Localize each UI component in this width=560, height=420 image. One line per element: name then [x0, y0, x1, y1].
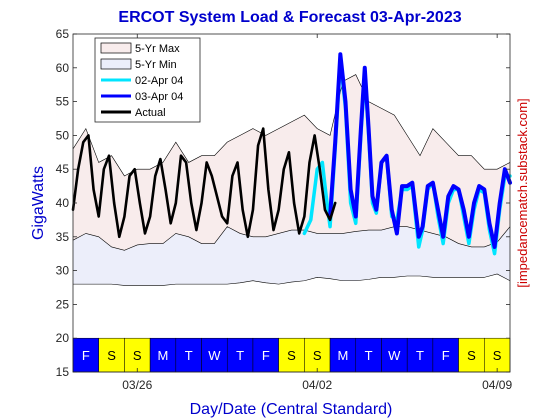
- x-tick-label: 03/26: [122, 378, 152, 392]
- day-cell: [72, 337, 99, 373]
- legend-label: Actual: [135, 107, 166, 119]
- day-label: T: [236, 348, 244, 363]
- day-label: S: [313, 348, 322, 363]
- legend-swatch: [100, 42, 132, 54]
- day-label: M: [158, 348, 169, 363]
- day-label: S: [467, 348, 476, 363]
- legend-label: 5-Yr Max: [135, 43, 180, 55]
- day-cell: [252, 337, 279, 373]
- y-tick-label: 65: [56, 27, 70, 41]
- series-line-03-apr: [328, 52, 512, 249]
- day-cell: [406, 337, 434, 373]
- y-tick-label: 35: [56, 230, 70, 244]
- day-label: W: [388, 348, 401, 363]
- day-label: F: [262, 348, 270, 363]
- day-cell: [201, 337, 228, 373]
- y-tick-label: 55: [56, 95, 70, 109]
- y-tick-label: 20: [56, 331, 70, 345]
- y-tick-label: 45: [56, 162, 70, 176]
- y-axis-ticks: 15 20 25 30 35 40 45 50 55 60 65: [56, 27, 510, 379]
- day-label: T: [185, 348, 193, 363]
- day-label: W: [208, 348, 221, 363]
- legend-label: 03-Apr 04: [135, 91, 183, 103]
- day-label: S: [133, 348, 142, 363]
- y-tick-label: 30: [56, 264, 70, 278]
- chart-title: ERCOT System Load & Forecast 03-Apr-2023: [118, 9, 461, 26]
- y-tick-label: 25: [56, 297, 70, 311]
- x-tick-label: 04/02: [302, 378, 332, 392]
- day-cell: [458, 337, 485, 373]
- day-label: F: [82, 348, 90, 363]
- legend-label: 02-Apr 04: [135, 75, 183, 87]
- day-label: S: [493, 348, 502, 363]
- legend: 5-Yr Max 5-Yr Min 02-Apr 04 03-Apr 04 Actual: [94, 37, 201, 123]
- y-tick-label: 15: [56, 365, 70, 379]
- day-label: F: [442, 348, 450, 363]
- line-layer: [71, 52, 512, 256]
- day-cell: [432, 337, 459, 373]
- band-5yr-mid-edge: [72, 226, 511, 251]
- day-label: T: [416, 348, 424, 363]
- band-5yr-min: [73, 226, 510, 286]
- x-axis-ticks: 03/26 04/02 04/09: [122, 34, 512, 392]
- day-cell: [175, 337, 202, 373]
- day-cell: [329, 337, 357, 373]
- day-label: T: [365, 348, 373, 363]
- legend-label: 5-Yr Min: [135, 59, 177, 71]
- day-cell: [149, 337, 177, 373]
- day-label: S: [107, 348, 116, 363]
- watermark-label: [impedancematch.substack.com]: [515, 98, 530, 287]
- day-cell: [278, 337, 305, 373]
- day-cell: [98, 337, 125, 373]
- y-tick-label: 50: [56, 128, 70, 142]
- band-5yr-max-edge: [72, 74, 511, 177]
- day-label: M: [337, 348, 348, 363]
- y-axis-label: GigaWatts: [30, 166, 47, 240]
- x-axis-label: Day/Date (Central Standard): [190, 401, 393, 418]
- band-5yr-min-edge: [73, 273, 511, 286]
- day-cell: [304, 337, 331, 373]
- y-tick-label: 60: [56, 61, 70, 75]
- day-cell: [484, 337, 511, 373]
- legend-swatch: [100, 58, 132, 70]
- day-cell: [355, 337, 382, 373]
- y-tick-label: 40: [56, 196, 70, 210]
- series-line-actual: [71, 127, 337, 239]
- day-label: S: [287, 348, 296, 363]
- x-tick-label: 04/09: [482, 378, 512, 392]
